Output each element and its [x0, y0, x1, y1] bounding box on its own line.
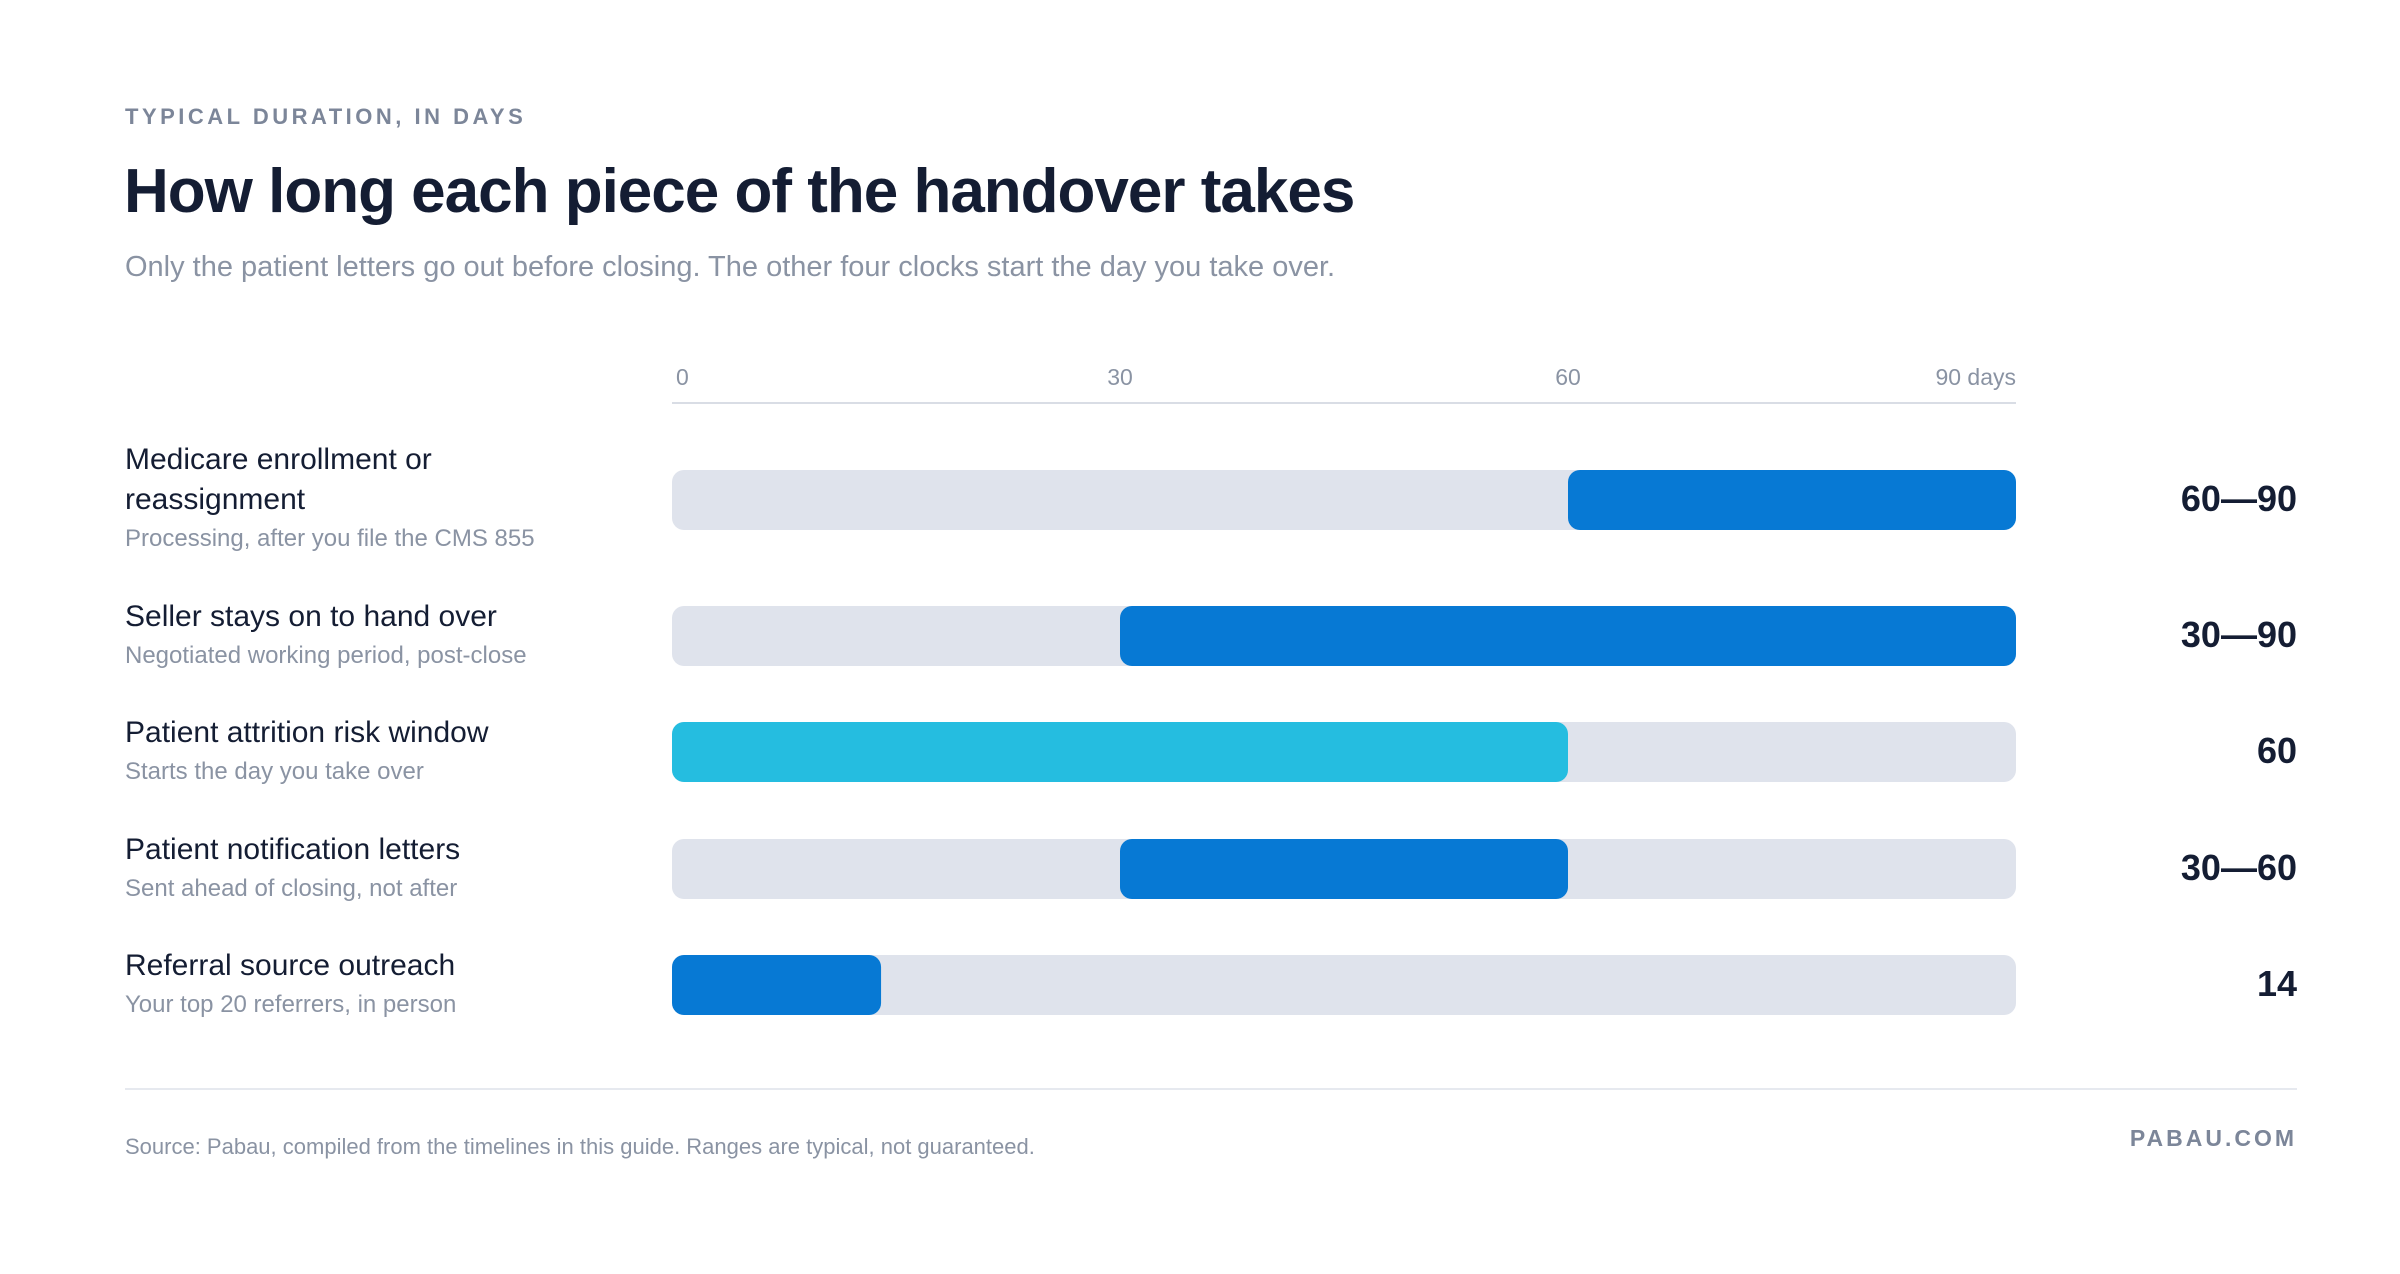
duration-bar [1120, 606, 2016, 666]
duration-bar [672, 722, 1568, 782]
footer-divider [125, 1088, 2297, 1090]
row-sublabel: Starts the day you take over [125, 758, 424, 785]
row-label-block: Patient notification letters Sent ahead o… [125, 830, 595, 906]
row-sublabel: Sent ahead of closing, not after [125, 875, 458, 902]
row-label-block: Patient attrition risk window Starts the … [125, 713, 595, 789]
duration-bar [672, 955, 882, 1015]
duration-bar [1120, 839, 1568, 899]
bar-track [672, 955, 2016, 1015]
duration-bar [1568, 470, 2016, 530]
x-tick-label: 30 [1107, 364, 1133, 390]
source-note: Source: Pabau, compiled from the timelin… [125, 1134, 1035, 1159]
chart-title: How long each piece of the handover take… [124, 157, 1355, 226]
row-label: Seller stays on to hand over [125, 600, 497, 633]
row-sublabel: Processing, after you file the CMS 855 [125, 525, 535, 552]
row-label: Patient notification letters [125, 833, 461, 866]
row-sublabel: Negotiated working period, post-close [125, 642, 527, 669]
brand-logo-text: PABAU.COM [2129, 1125, 2297, 1151]
row-label-block: Referral source outreach Your top 20 refe… [125, 946, 595, 1022]
row-label-block: Medicare enrollment or reassignment Proce… [125, 440, 595, 556]
x-tick-label: 60 [1555, 364, 1581, 390]
row-value-label: 60 [2256, 730, 2297, 771]
row-label: Referral source outreach [125, 949, 456, 982]
row-value-label: 60—90 [2180, 478, 2297, 519]
row-label: Patient attrition risk window [125, 716, 489, 749]
x-tick-label: 90 days [1935, 364, 2016, 390]
chart-subtitle: Only the patient letters go out before c… [125, 251, 1336, 283]
row-label: Medicare enrollment or reassignment [125, 443, 432, 516]
row-label-block: Seller stays on to hand over Negotiated w… [125, 597, 595, 673]
row-value-label: 14 [2256, 963, 2297, 1004]
row-value-label: 30—90 [2180, 614, 2297, 655]
row-value-label: 30—60 [2180, 847, 2297, 888]
row-sublabel: Your top 20 referrers, in person [125, 991, 457, 1018]
x-tick-label: 0 [676, 364, 689, 390]
chart-eyebrow: TYPICAL DURATION, IN DAYS [125, 104, 527, 129]
